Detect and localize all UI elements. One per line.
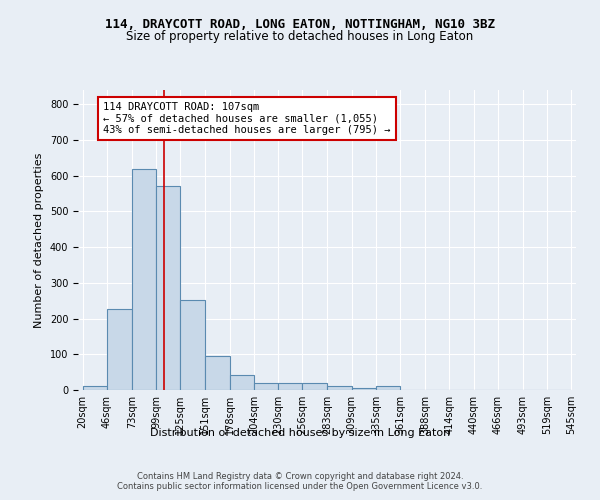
Bar	[352, 388, 376, 390]
Text: 114 DRAYCOTT ROAD: 107sqm
← 57% of detached houses are smaller (1,055)
43% of se: 114 DRAYCOTT ROAD: 107sqm ← 57% of detac…	[103, 102, 391, 135]
Text: Contains HM Land Registry data © Crown copyright and database right 2024.: Contains HM Land Registry data © Crown c…	[137, 472, 463, 481]
Bar	[278, 383, 302, 390]
Bar	[302, 383, 328, 390]
Text: Distribution of detached houses by size in Long Eaton: Distribution of detached houses by size …	[150, 428, 450, 438]
Text: Size of property relative to detached houses in Long Eaton: Size of property relative to detached ho…	[127, 30, 473, 43]
Bar	[205, 356, 230, 390]
Bar	[254, 383, 278, 390]
Bar	[156, 186, 181, 390]
Text: Contains public sector information licensed under the Open Government Licence v3: Contains public sector information licen…	[118, 482, 482, 491]
Y-axis label: Number of detached properties: Number of detached properties	[34, 152, 44, 328]
Text: 114, DRAYCOTT ROAD, LONG EATON, NOTTINGHAM, NG10 3BZ: 114, DRAYCOTT ROAD, LONG EATON, NOTTINGH…	[105, 18, 495, 30]
Bar	[132, 168, 156, 390]
Bar	[376, 386, 400, 390]
Bar	[181, 300, 205, 390]
Bar	[230, 374, 254, 390]
Bar	[328, 386, 352, 390]
Bar	[107, 308, 132, 390]
Bar	[83, 386, 107, 390]
